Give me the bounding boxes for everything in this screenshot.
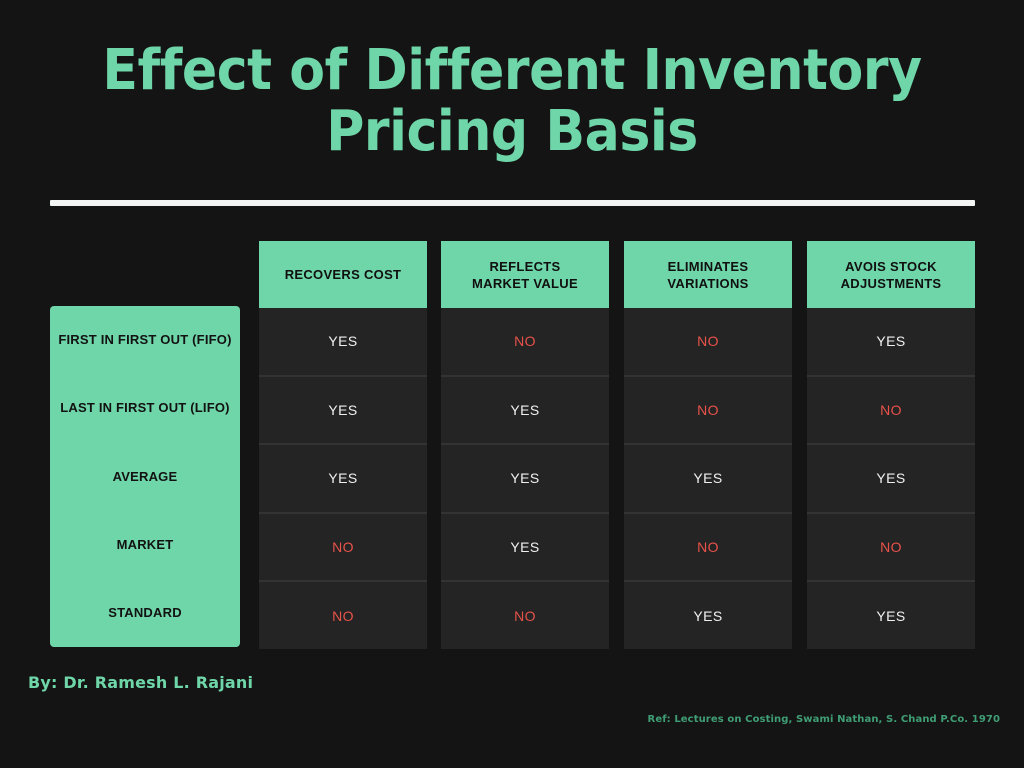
column-header-recovers-cost: RECOVERS COST <box>259 241 427 308</box>
cell-standard-recovers-cost: NO <box>259 580 427 649</box>
row-label-lifo: LAST IN FIRST OUT (LIFO) <box>60 400 230 416</box>
cell-standard-avois-stock-adjustments: YES <box>807 580 975 649</box>
row-label-standard: STANDARD <box>108 604 182 620</box>
column-header-reflects-market-value: REFLECTS MARKET VALUE <box>441 241 609 308</box>
cell-market-avois-stock-adjustments: NO <box>807 511 975 581</box>
column-body-eliminates-variations: NO NO YES NO YES <box>624 308 792 649</box>
cell-lifo-recovers-cost: YES <box>259 374 427 444</box>
column-reflects-market-value: REFLECTS MARKET VALUE NO YES YES YES NO <box>441 241 609 649</box>
row-label-average: AVERAGE <box>112 468 178 484</box>
cell-fifo-reflects-market-value: NO <box>514 333 536 350</box>
author-credit: By: Dr. Ramesh L. Rajani <box>28 673 254 692</box>
column-header-eliminates-variations: ELIMINATES VARIATIONS <box>624 241 792 308</box>
row-label-fifo: FIRST IN FIRST OUT (FIFO) <box>58 332 232 348</box>
cell-average-eliminates-variations: YES <box>624 443 792 512</box>
page-title: Effect of Different Inventory Pricing Ba… <box>62 40 962 162</box>
cell-average-reflects-market-value: YES <box>441 443 609 512</box>
page-title-line-1: Effect of Different Inventory <box>102 38 922 103</box>
reference-note: Ref: Lectures on Costing, Swami Nathan, … <box>647 714 1000 725</box>
column-body-avois-stock-adjustments: YES NO YES NO YES <box>807 308 975 649</box>
cell-fifo-avois-stock-adjustments: YES <box>876 333 906 350</box>
cell-average-recovers-cost: YES <box>259 443 427 512</box>
cell-market-reflects-market-value: YES <box>441 511 609 581</box>
column-recovers-cost: RECOVERS COST YES YES YES NO NO <box>259 241 427 649</box>
column-body-reflects-market-value: NO YES YES YES NO <box>441 308 609 649</box>
cell-fifo-eliminates-variations: NO <box>697 333 719 350</box>
column-eliminates-variations: ELIMINATES VARIATIONS NO NO YES NO YES <box>624 241 792 649</box>
cell-average-avois-stock-adjustments: YES <box>807 443 975 512</box>
cell-lifo-avois-stock-adjustments: NO <box>807 374 975 444</box>
cell-standard-reflects-market-value: NO <box>441 580 609 649</box>
page-title-line-2: Pricing Basis <box>326 99 698 164</box>
cell-lifo-reflects-market-value: YES <box>441 374 609 444</box>
column-avois-stock-adjustments: AVOIS STOCK ADJUSTMENTS YES NO YES NO YE… <box>807 241 975 649</box>
cell-lifo-eliminates-variations: NO <box>624 374 792 444</box>
row-label-panel: FIRST IN FIRST OUT (FIFO) LAST IN FIRST … <box>50 306 240 647</box>
cell-market-eliminates-variations: NO <box>624 511 792 581</box>
cell-market-recovers-cost: NO <box>259 511 427 581</box>
column-header-avois-stock-adjustments: AVOIS STOCK ADJUSTMENTS <box>807 241 975 308</box>
column-body-recovers-cost: YES YES YES NO NO <box>259 308 427 649</box>
cell-fifo-recovers-cost: YES <box>328 333 358 350</box>
row-label-market: MARKET <box>116 536 174 552</box>
cell-standard-eliminates-variations: YES <box>624 580 792 649</box>
title-divider <box>50 200 975 206</box>
